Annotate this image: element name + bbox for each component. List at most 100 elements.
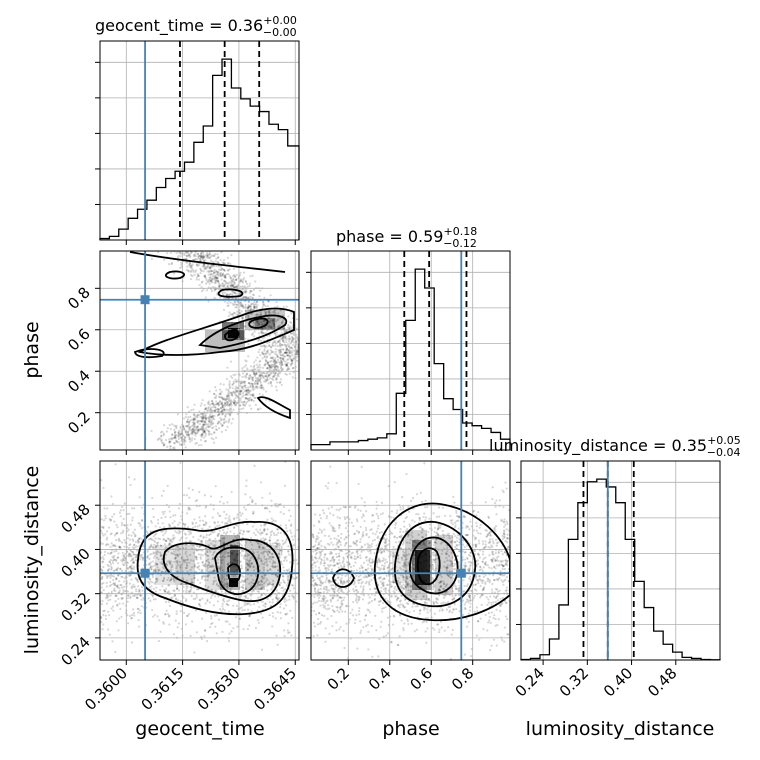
sample-point: [160, 494, 163, 497]
sample-point: [331, 605, 334, 608]
sample-point: [236, 412, 239, 416]
sample-point: [256, 609, 259, 612]
sample-point: [207, 300, 210, 303]
sample-point: [216, 261, 219, 264]
sample-point: [246, 367, 249, 370]
sample-point: [279, 603, 282, 606]
sample-point: [185, 537, 188, 540]
sample-point: [214, 537, 217, 540]
sample-point: [265, 551, 268, 554]
sample-point: [250, 536, 253, 540]
sample-point: [134, 540, 138, 544]
sample-point: [375, 591, 378, 594]
sample-point: [182, 596, 185, 599]
sample-point: [282, 607, 286, 610]
sample-point: [259, 538, 263, 541]
sample-point: [187, 506, 190, 509]
sample-point: [249, 564, 252, 567]
sample-point: [210, 421, 213, 424]
sample-point: [263, 529, 266, 532]
sample-point: [225, 585, 229, 588]
sample-point: [272, 361, 275, 364]
sample-point: [132, 561, 135, 565]
sample-point: [279, 348, 283, 351]
sample-point: [197, 254, 201, 258]
sample-point: [279, 605, 282, 609]
sample-point: [252, 582, 255, 585]
sample-point: [227, 304, 230, 307]
sample-point: [136, 596, 139, 599]
sample-point: [177, 432, 181, 435]
sample-point: [186, 265, 189, 268]
sample-point: [270, 359, 273, 363]
sample-point: [242, 549, 245, 552]
sample-point: [247, 376, 250, 379]
sample-point: [152, 507, 155, 511]
sample-point: [221, 405, 224, 408]
sample-point: [193, 426, 196, 429]
sample-point: [252, 551, 256, 555]
sample-point: [188, 540, 191, 543]
sample-point: [207, 256, 210, 259]
sample-point: [207, 416, 210, 419]
sample-point: [242, 394, 245, 397]
sample-point: [205, 251, 209, 254]
sample-point: [251, 376, 254, 379]
sample-point: [163, 526, 166, 529]
sample-point: [122, 585, 126, 588]
sample-point: [213, 296, 216, 299]
sample-point: [180, 439, 183, 443]
sample-point: [226, 584, 230, 588]
sample-point: [244, 397, 248, 400]
sample-point: [228, 275, 231, 278]
sample-point: [226, 397, 229, 400]
sample-point: [189, 255, 192, 259]
sample-point: [122, 580, 126, 583]
sample-point: [414, 587, 418, 591]
sample-point: [247, 355, 250, 358]
sample-point: [227, 262, 230, 265]
sample-point: [250, 333, 254, 336]
sample-point: [204, 521, 207, 524]
sample-point: [120, 532, 123, 535]
sample-point: [235, 285, 238, 289]
sample-point: [240, 310, 243, 313]
sample-point: [187, 508, 190, 511]
sample-point: [176, 584, 179, 588]
sample-point: [217, 408, 220, 411]
sample-point: [243, 384, 246, 387]
sample-point: [166, 613, 170, 616]
sample-point: [285, 559, 288, 562]
sample-point: [180, 437, 183, 440]
sample-point: [275, 353, 278, 356]
sample-point: [264, 375, 267, 378]
sample-point: [156, 563, 159, 566]
sample-point: [167, 601, 170, 604]
sample-point: [154, 546, 157, 549]
sample-point: [482, 628, 485, 631]
sample-point: [280, 363, 284, 366]
sample-point: [288, 367, 291, 371]
sample-point: [240, 606, 243, 609]
sample-point: [116, 586, 119, 589]
sample-point: [260, 374, 263, 377]
sample-point: [262, 566, 265, 569]
sample-point: [207, 574, 210, 577]
sample-point: [177, 434, 180, 437]
sample-point: [119, 509, 122, 512]
sample-point: [263, 380, 266, 383]
sample-point: [244, 295, 247, 299]
sample-point: [255, 385, 259, 388]
sample-point: [112, 582, 115, 586]
sample-point: [267, 300, 270, 303]
sample-point: [187, 530, 190, 533]
sample-point: [197, 255, 200, 258]
sample-point: [501, 537, 505, 540]
sample-point: [252, 371, 256, 374]
sample-point: [190, 594, 193, 598]
sample-point: [161, 566, 164, 569]
sample-point: [214, 579, 217, 582]
sample-point: [221, 398, 224, 401]
sample-point: [259, 557, 263, 561]
sample-point: [161, 510, 164, 514]
